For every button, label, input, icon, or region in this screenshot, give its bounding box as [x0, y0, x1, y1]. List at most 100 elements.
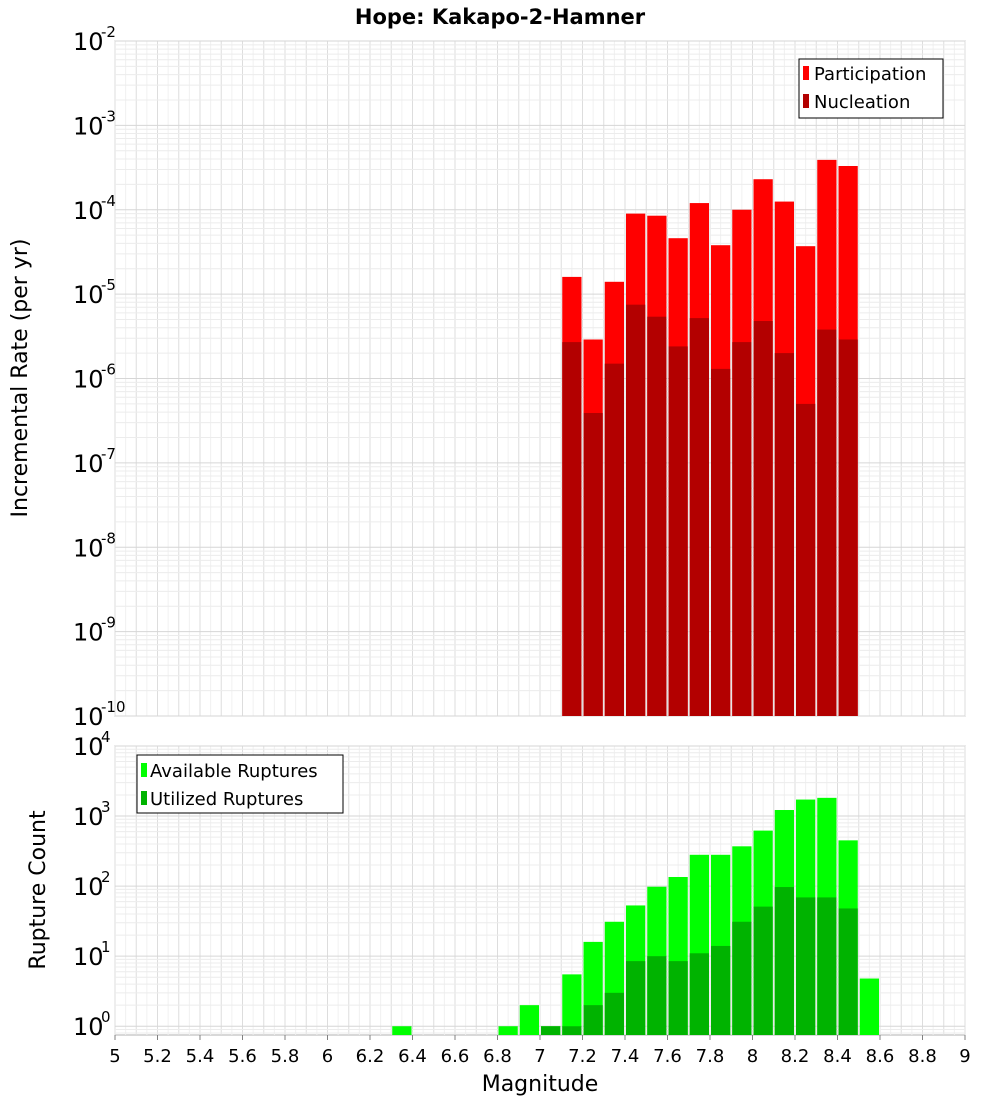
- x-tick-label: 9: [959, 1046, 970, 1067]
- legend-swatch-available: [141, 763, 147, 777]
- x-tick-label: 7.6: [653, 1046, 682, 1067]
- bottom-y-tick-base: 10: [73, 803, 104, 831]
- bar-nucleation: [668, 346, 688, 716]
- top-y-tick-base: 10: [73, 197, 104, 225]
- bar-utilized-ruptures: [668, 961, 688, 1035]
- x-tick-label: 7.4: [611, 1046, 640, 1067]
- bottom-y-tick-base: 10: [73, 733, 104, 761]
- bar-nucleation: [838, 339, 858, 716]
- x-tick-label: 7.8: [696, 1046, 725, 1067]
- bar-nucleation: [647, 316, 667, 716]
- bar-utilized-ruptures: [774, 887, 794, 1035]
- x-tick-label: 8.2: [781, 1046, 810, 1067]
- bottom-y-tick-base: 10: [73, 873, 104, 901]
- x-tick-label: 5.2: [143, 1046, 172, 1067]
- bar-nucleation: [583, 413, 603, 716]
- bar-utilized-ruptures: [647, 956, 667, 1035]
- top-y-tick-exponent: -5: [101, 276, 116, 294]
- x-tick-label: 8: [747, 1046, 758, 1067]
- x-tick-label: 7: [534, 1046, 545, 1067]
- x-tick-label: 5.6: [228, 1046, 257, 1067]
- bar-nucleation: [626, 304, 646, 716]
- bar-utilized-ruptures: [604, 992, 624, 1035]
- bar-nucleation: [604, 363, 624, 716]
- x-tick-label: 6.4: [398, 1046, 427, 1067]
- x-tick-label: 8.6: [866, 1046, 895, 1067]
- chart-title: Hope: Kakapo-2-Hamner: [355, 5, 646, 29]
- bar-utilized-ruptures: [583, 1005, 603, 1035]
- bottom-y-tick-base: 10: [73, 943, 104, 971]
- bar-nucleation: [774, 353, 794, 716]
- bar-utilized-ruptures: [753, 906, 773, 1035]
- bar-available-ruptures: [859, 978, 879, 1035]
- top-grid: [114, 40, 966, 717]
- top-y-tick-base: 10: [73, 281, 104, 309]
- bottom-y-tick-base: 10: [73, 1013, 104, 1041]
- bar-nucleation: [817, 329, 837, 716]
- top-bars: [562, 159, 858, 717]
- bottom-y-tick-exponent: 3: [101, 798, 111, 816]
- top-y-tick-base: 10: [73, 619, 104, 647]
- top-y-tick-exponent: -2: [101, 23, 116, 41]
- legend-label-participation: Participation: [814, 64, 926, 85]
- legend-swatch-nucleation: [803, 94, 809, 108]
- bar-nucleation: [796, 403, 816, 716]
- bar-nucleation: [562, 342, 582, 716]
- bar-utilized-ruptures: [562, 1026, 582, 1035]
- x-tick-label: 8.4: [823, 1046, 852, 1067]
- bottom-bars: [392, 797, 879, 1035]
- bottom-y-tick-exponent: 1: [101, 938, 111, 956]
- legend-swatch-utilized: [141, 791, 147, 805]
- bottom-y-tick-exponent: 2: [101, 868, 111, 886]
- bottom-y-tick-exponent: 4: [101, 728, 111, 746]
- bar-utilized-ruptures: [796, 897, 816, 1035]
- legend-label-nucleation: Nucleation: [814, 92, 910, 113]
- x-tick-label: 6.2: [356, 1046, 385, 1067]
- bar-utilized-ruptures: [838, 908, 858, 1035]
- x-ticks: 5 5.2 5.4 5.6 5.8 6 6.2 6.4 6.6 6.8 7 7.2 7.4 7.6 7.8 8…: [109, 1035, 971, 1067]
- x-tick-label: 6.6: [441, 1046, 470, 1067]
- x-tick-label: 7.2: [568, 1046, 597, 1067]
- x-tick-label: 5.4: [186, 1046, 215, 1067]
- bar-nucleation: [711, 368, 731, 716]
- bar-nucleation: [753, 321, 773, 716]
- top-y-tick-base: 10: [73, 703, 104, 731]
- bar-utilized-ruptures: [817, 897, 837, 1035]
- top-y-tick-exponent: -10: [101, 698, 126, 716]
- bar-utilized-ruptures: [732, 921, 752, 1035]
- bar-utilized-ruptures: [711, 945, 731, 1035]
- bar-utilized-ruptures: [541, 1026, 561, 1035]
- bar-available-ruptures: [498, 1026, 518, 1035]
- legend-swatch-participation: [803, 66, 809, 80]
- bottom-legend-box: [136, 754, 344, 814]
- x-tick-label: 5: [109, 1046, 120, 1067]
- top-y-tick-exponent: -9: [101, 614, 116, 632]
- top-y-tick-base: 10: [73, 112, 104, 140]
- bar-available-ruptures: [519, 1005, 539, 1035]
- top-legend-box: [798, 58, 944, 119]
- top-y-tick-base: 10: [73, 28, 104, 56]
- top-y-tick-base: 10: [73, 534, 104, 562]
- legend-label-available: Available Ruptures: [150, 761, 318, 782]
- bottom-y-axis-label: Rupture Count: [26, 810, 51, 970]
- bar-available-ruptures: [562, 974, 582, 1035]
- x-tick-label: 8.8: [908, 1046, 937, 1067]
- bar-nucleation: [732, 342, 752, 716]
- top-y-tick-exponent: -7: [101, 445, 116, 463]
- x-tick-label: 5.8: [271, 1046, 300, 1067]
- top-y-tick-exponent: -3: [101, 107, 116, 125]
- top-y-tick-base: 10: [73, 450, 104, 478]
- bar-available-ruptures: [392, 1026, 412, 1035]
- legend-label-utilized: Utilized Ruptures: [150, 789, 303, 810]
- bar-utilized-ruptures: [689, 953, 709, 1035]
- bottom-legend: Available Ruptures Utilized Ruptures: [136, 754, 344, 814]
- top-y-tick-exponent: -8: [101, 529, 116, 547]
- top-y-tick-base: 10: [73, 366, 104, 394]
- bar-nucleation: [689, 318, 709, 716]
- x-tick-label: 6: [322, 1046, 333, 1067]
